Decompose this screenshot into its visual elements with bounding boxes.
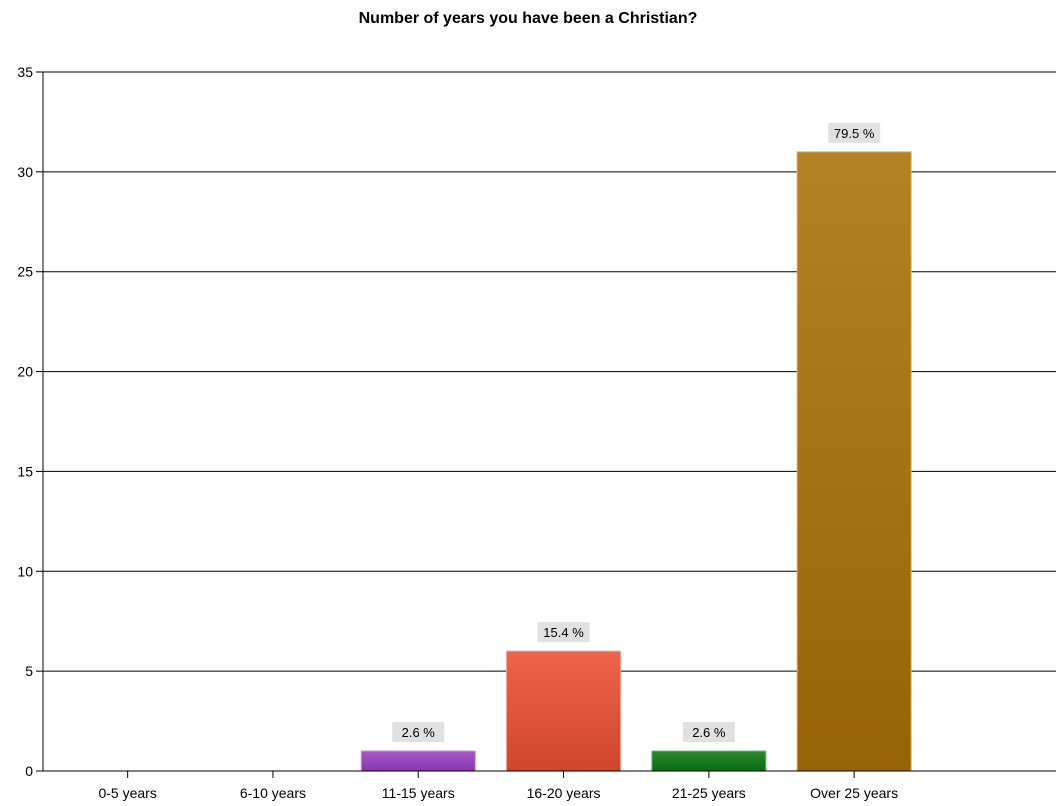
bars [361, 152, 911, 771]
bar [361, 751, 475, 771]
x-tick-label: 21-25 years [672, 785, 746, 801]
y-tick-label: 10 [17, 563, 33, 579]
x-tick-label: 11-15 years [382, 785, 455, 801]
y-tick-label: 0 [25, 763, 33, 779]
bar [652, 751, 766, 771]
data-label: 15.4 % [543, 625, 584, 640]
y-tick-label: 35 [17, 64, 33, 80]
x-tick-label: 16-20 years [527, 785, 601, 801]
x-tick-label: Over 25 years [810, 785, 898, 801]
data-label: 2.6 % [692, 725, 726, 740]
y-tick-label: 5 [25, 663, 33, 679]
y-tick-label: 20 [17, 364, 33, 380]
data-label: 79.5 % [834, 126, 875, 141]
bar [507, 651, 621, 771]
bar [797, 152, 911, 771]
y-tick-label: 30 [17, 164, 33, 180]
labels: 0 5 10 15 20 25 30 35 0-5 years 6-10 years 11-15 y… [17, 64, 898, 801]
x-tick-label: 0-5 years [98, 785, 156, 801]
data-label: 2.6 % [402, 725, 436, 740]
y-tick-label: 25 [17, 264, 33, 280]
y-tick-label: 15 [17, 463, 33, 479]
x-tick-label: 6-10 years [240, 785, 306, 801]
